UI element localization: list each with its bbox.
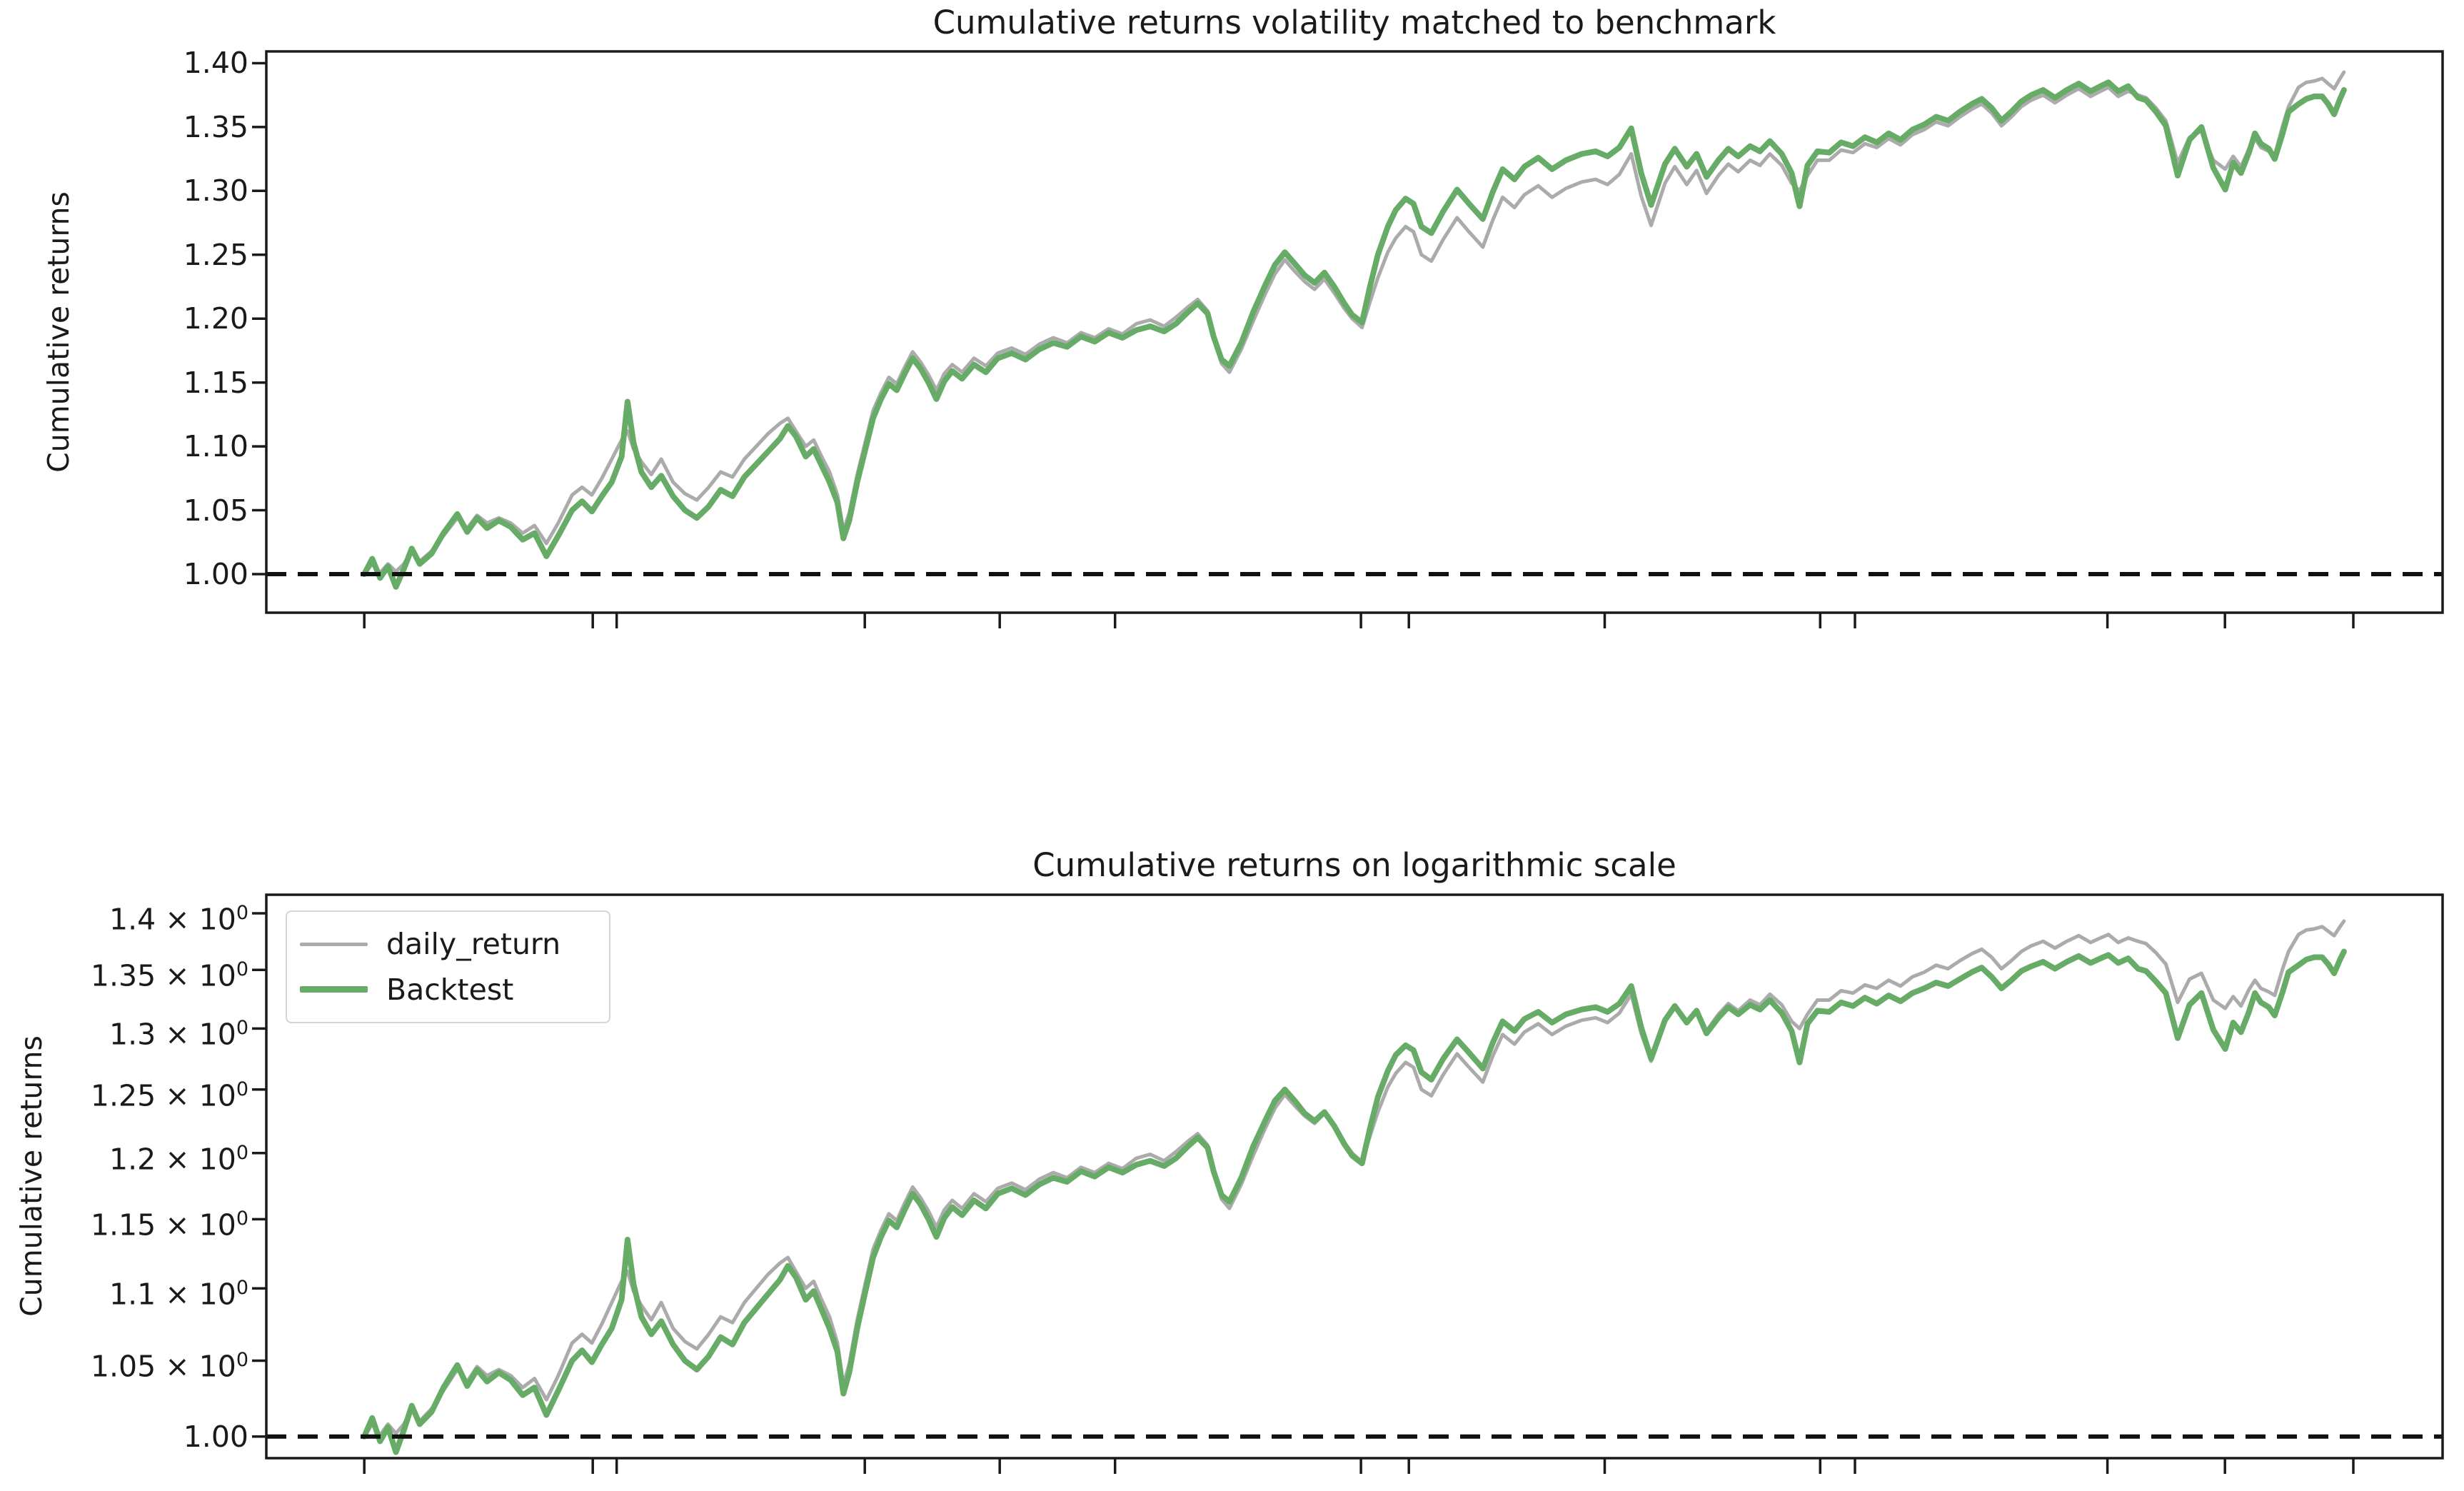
y-tick-label: 1.35 × 100 [90,958,248,993]
y-tick-label: 1.25 × 100 [90,1078,248,1113]
plot-spines [265,893,2444,1460]
series-line-backtest [361,79,2347,590]
legend-row-backtest: Backtest [300,973,596,1007]
y-tick-label: 1.15 × 100 [90,1208,248,1243]
y-tick-label: 1.15 [183,365,248,400]
plot-spines [265,50,2444,614]
legend-row-daily-return: daily_return [300,927,596,961]
y-tick-label: 1.30 [183,174,248,209]
y-tick-label: 1.40 [183,46,248,81]
chart2-plot-area [252,893,2444,1474]
y-tick-label: 1.3 × 100 [109,1017,248,1053]
series-line-daily-return [362,919,2346,1439]
series-line-backtest [361,948,2347,1455]
y-tick-label: 1.1 × 100 [109,1277,248,1312]
y-tick-label: 1.00 [183,1419,248,1454]
legend: daily_return Backtest [286,910,610,1023]
y-tick-label: 1.00 [183,556,248,591]
y-tick-label: 1.20 [183,301,248,336]
y-tick-label: 1.10 [183,429,248,464]
daily-return-line-icon [300,942,368,946]
series-line-daily-return [362,70,2346,576]
y-tick-label: 1.05 [183,493,248,528]
chart2-title: Cumulative returns on logarithmic scale [1032,846,1676,884]
chart1-title: Cumulative returns volatility matched to… [932,4,1776,41]
y-tick-label: 1.2 × 100 [109,1141,248,1177]
y-tick-label: 1.25 [183,237,248,272]
legend-label-backtest: Backtest [386,972,514,1007]
legend-label-daily-return: daily_return [386,927,561,962]
y-tick-label: 1.05 × 100 [90,1349,248,1385]
chart1-plot-area [252,50,2444,628]
y-tick-label: 1.4 × 100 [109,901,248,937]
backtest-line-icon [300,986,368,993]
y-tick-label: 1.35 [183,109,248,144]
